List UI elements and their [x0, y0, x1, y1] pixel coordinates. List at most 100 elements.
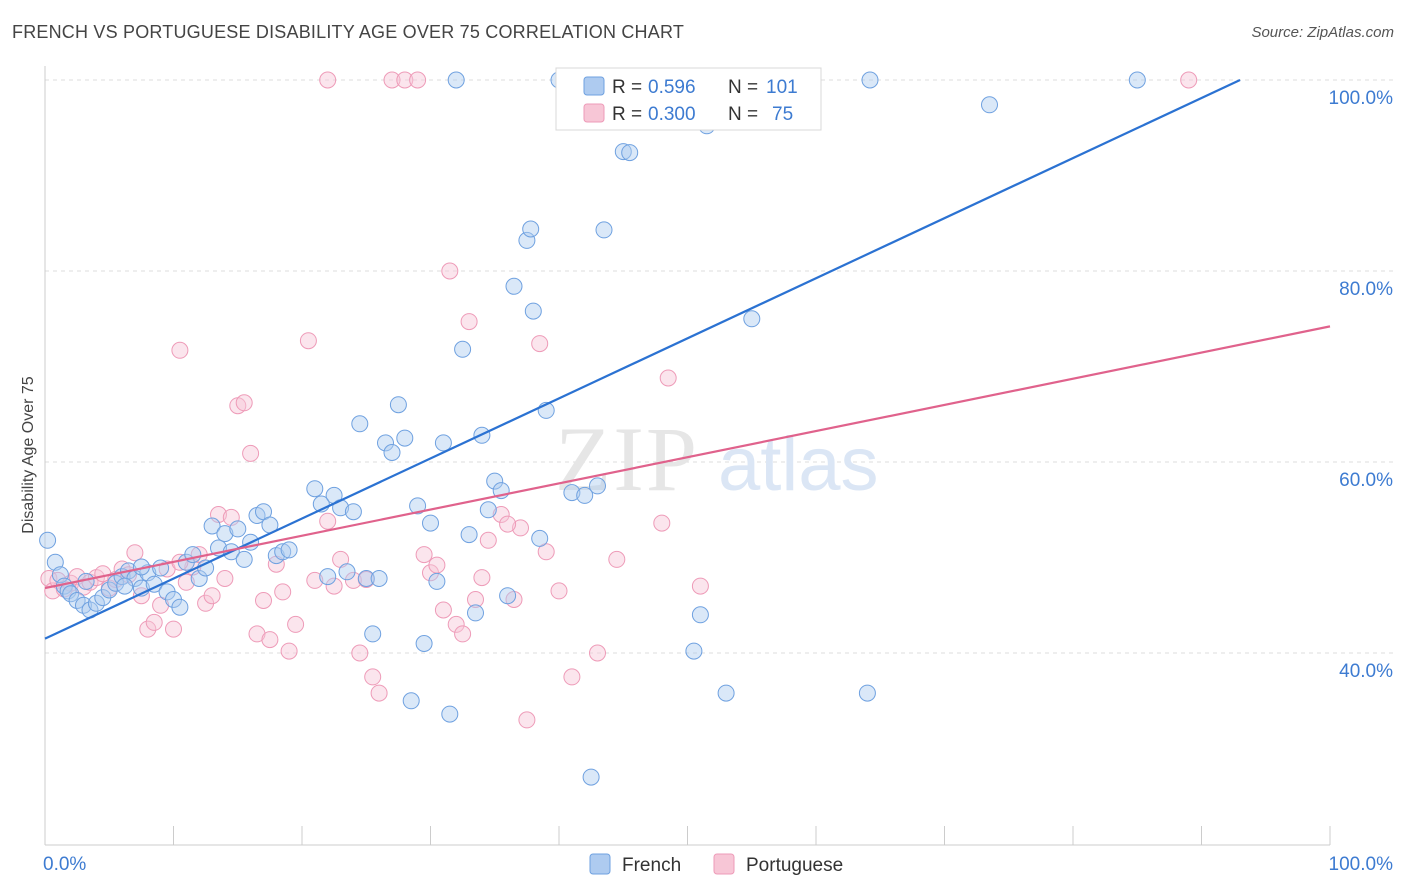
french-point-83: [595, 221, 613, 239]
portuguese-point-16: [139, 620, 157, 638]
french-point-75: [531, 529, 549, 547]
x-tick-label-0: 0.0%: [43, 854, 86, 875]
french-point-67: [479, 501, 497, 519]
french-point-88: [691, 606, 709, 624]
french-point-46: [344, 503, 362, 521]
french-point-53: [389, 396, 407, 414]
portuguese-point-51: [396, 71, 414, 89]
x-tick-label-1: 100.0%: [1329, 854, 1394, 875]
portuguese-point-78: [499, 515, 517, 533]
legend-n-label-french: N =: [728, 77, 758, 98]
french-point-31: [229, 520, 247, 538]
legend-n-value-french: 101: [766, 77, 798, 98]
french-point-74: [524, 302, 542, 320]
french-point-0: [39, 531, 57, 549]
portuguese-point-50: [383, 71, 401, 89]
portuguese-point-46: [351, 644, 369, 662]
french-point-97: [1128, 71, 1146, 89]
legend-r-value-portuguese: 0.300: [648, 104, 696, 125]
portuguese-point-42: [319, 512, 337, 530]
french-point-64: [460, 526, 478, 544]
portuguese-point-60: [460, 313, 478, 331]
french-point-2: [51, 566, 69, 584]
french-point-82: [589, 477, 606, 495]
french-point-70: [499, 587, 517, 605]
portuguese-point-59: [454, 625, 472, 643]
watermark: ZIP atlas: [555, 408, 879, 510]
portuguese-point-58: [447, 615, 465, 633]
chart-title: FRENCH VS PORTUGUESE DISABILITY AGE OVER…: [12, 22, 685, 42]
legend-r-value-french: 0.596: [648, 77, 696, 98]
french-point-40: [306, 480, 324, 498]
french-point-27: [203, 517, 221, 535]
french-point-87: [685, 642, 703, 660]
portuguese-point-75: [691, 577, 709, 595]
bottom-legend-portuguese: Portuguese: [746, 855, 843, 876]
portuguese-point-32: [242, 444, 260, 462]
french-point-45: [338, 563, 356, 581]
portuguese-point-57: [441, 262, 459, 280]
portuguese-point-73: [653, 514, 671, 532]
legend-n-label-portuguese: N =: [728, 104, 758, 125]
french-point-96: [981, 96, 998, 114]
portuguese-point-68: [531, 335, 549, 353]
portuguese-point-43: [325, 577, 343, 595]
portuguese-point-34: [255, 592, 272, 609]
french-point-61: [441, 705, 459, 723]
portuguese-point-74: [659, 369, 677, 387]
french-point-58: [422, 514, 439, 532]
french-point-54: [396, 429, 414, 447]
portuguese-point-28: [216, 570, 234, 587]
portuguese-point-52: [409, 71, 427, 89]
legend-r-label-french: R =: [612, 77, 642, 98]
portuguese-point-66: [512, 519, 529, 537]
watermark-atlas: atlas: [718, 422, 879, 507]
portuguese-point-72: [608, 550, 626, 568]
french-point-63: [454, 340, 472, 358]
french-point-79: [576, 486, 594, 504]
french-point-90: [717, 684, 735, 702]
french-point-81: [582, 768, 600, 786]
y-axis-label: Disability Age Over 75: [20, 376, 37, 534]
portuguese-point-79: [550, 582, 568, 600]
french-point-85: [621, 144, 639, 162]
french-point-57: [415, 635, 433, 652]
stats-legend: R = 0.596 N = 101 R = 0.300 N = 75: [555, 67, 822, 131]
y-tick-label-3: 100.0%: [1329, 88, 1394, 109]
french-point-49: [364, 625, 382, 643]
french-point-68: [486, 472, 504, 490]
french-trend-line: [44, 79, 1241, 640]
french-point-42: [319, 568, 337, 586]
source-label: Source: ZipAtlas.com: [1251, 24, 1394, 41]
french-point-9: [87, 594, 105, 612]
french-point-50: [370, 570, 388, 587]
y-tick-label-2: 80.0%: [1339, 279, 1393, 300]
portuguese-point-39: [287, 615, 305, 633]
portuguese-point-62: [473, 569, 491, 587]
y-tick-labels: 40.0% 60.0% 80.0% 100.0%: [1329, 88, 1394, 682]
french-point-52: [383, 444, 401, 461]
portuguese-point-76: [1180, 71, 1198, 89]
french-point-62: [447, 71, 465, 89]
portuguese-point-20: [165, 620, 182, 638]
french-point-51: [377, 434, 394, 452]
portuguese-trend-line: [44, 325, 1331, 590]
french-point-59: [428, 572, 446, 590]
portuguese-point-61: [467, 591, 484, 608]
french-point-95: [861, 71, 879, 89]
french-point-25: [190, 570, 208, 587]
portuguese-point-26: [203, 587, 221, 605]
french-point-71: [505, 277, 523, 295]
axes: [44, 66, 1331, 846]
portuguese-point-21: [171, 341, 189, 359]
legend-swatch-french: [583, 76, 605, 96]
portuguese-point-48: [364, 668, 382, 686]
portuguese-point-77: [319, 71, 337, 89]
french-point-39: [280, 541, 298, 559]
series-legend: French Portuguese: [589, 853, 843, 876]
bottom-legend-swatch-portuguese: [713, 853, 735, 875]
portuguese-point-56: [434, 601, 452, 619]
french-point-48: [357, 570, 375, 587]
portuguese-point-41: [306, 571, 324, 589]
french-point-32: [235, 550, 253, 568]
